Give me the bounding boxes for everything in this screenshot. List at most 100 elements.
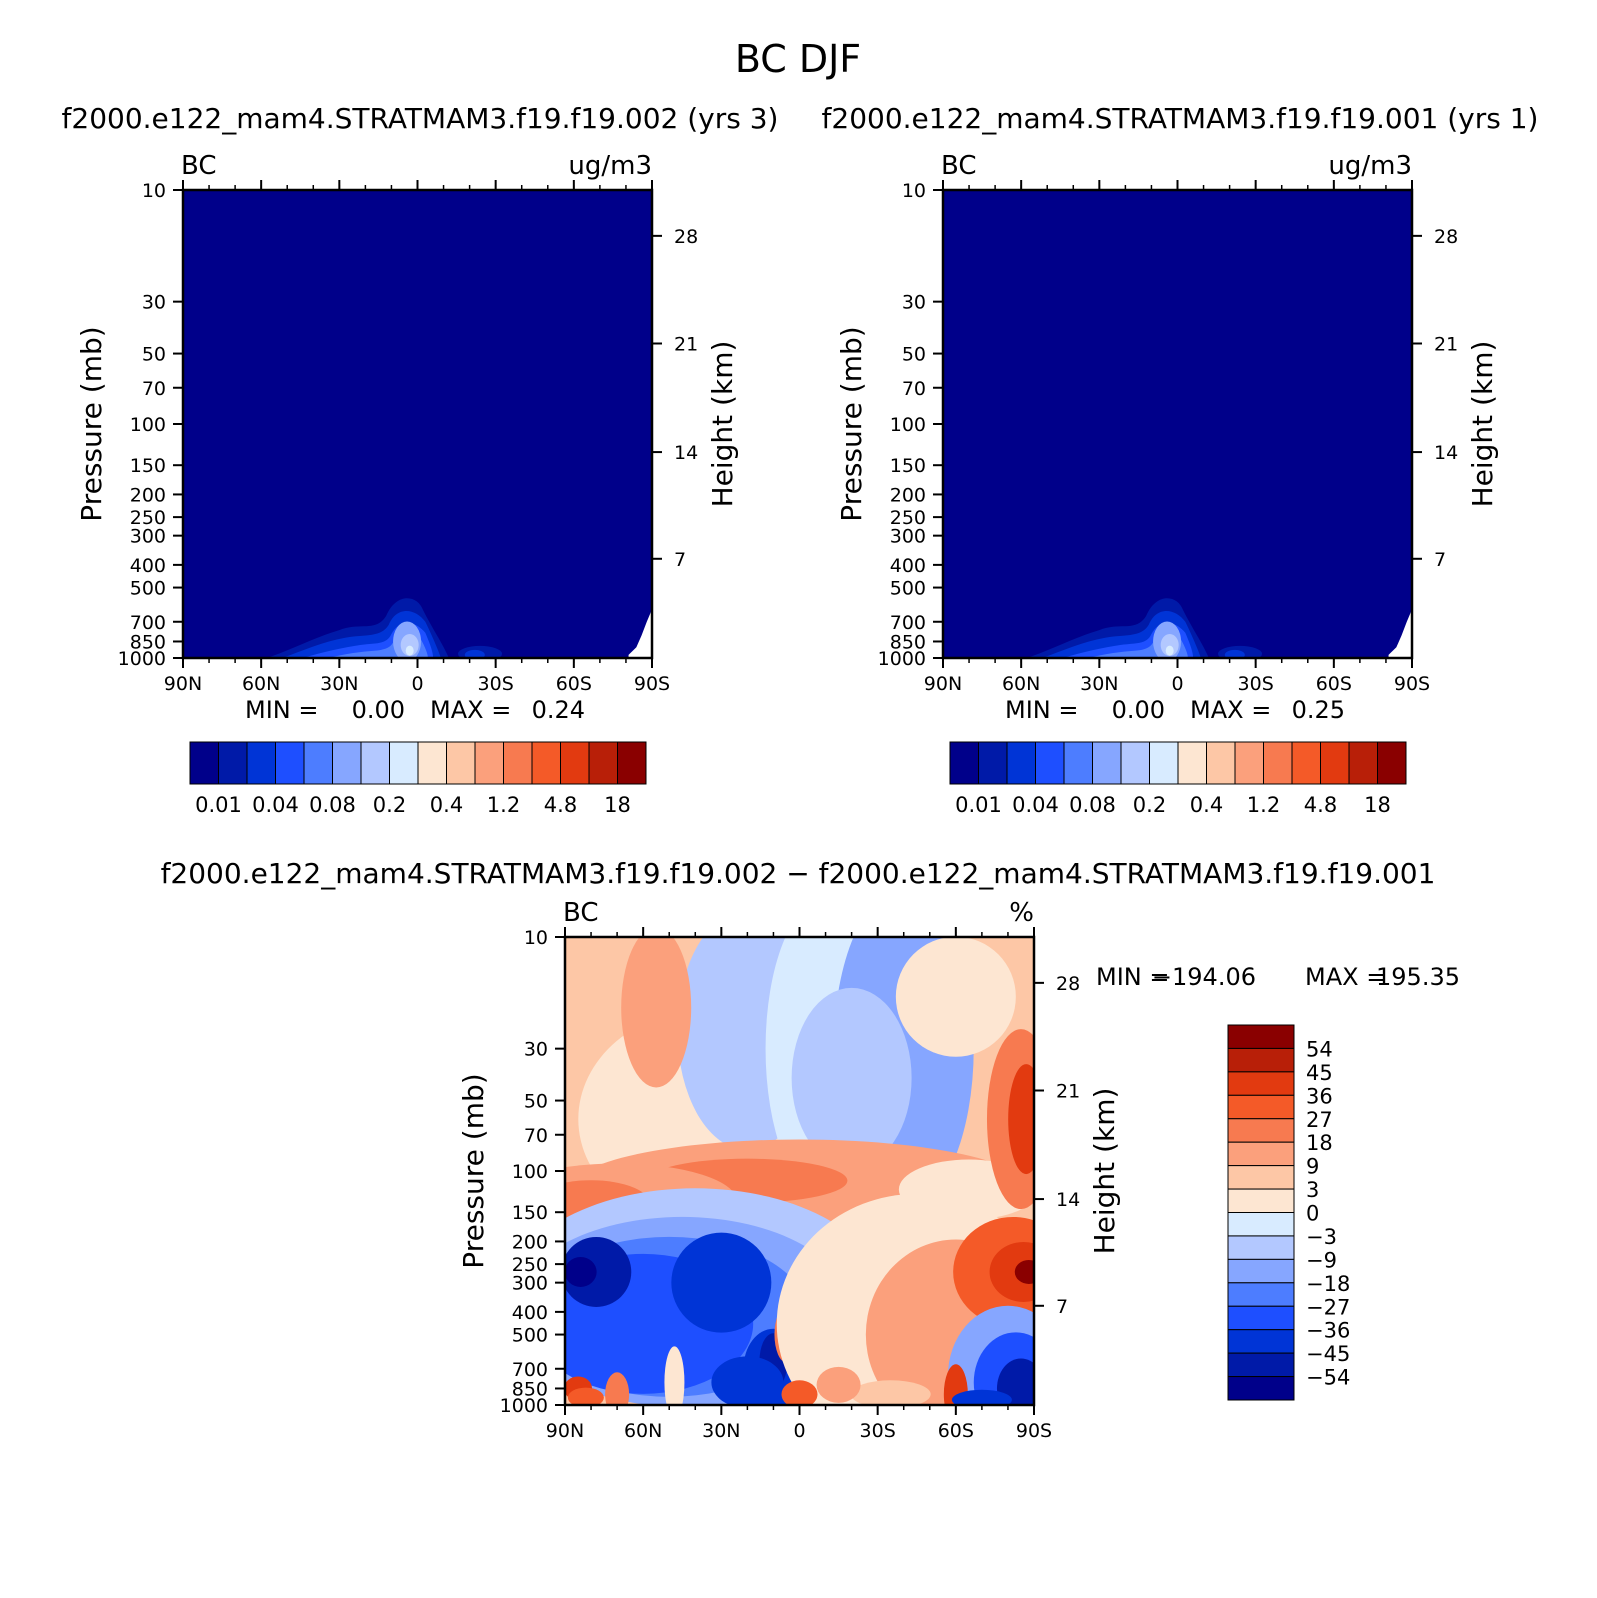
y-tick-label: 30 <box>142 292 166 314</box>
colorbar-label: 27 <box>1306 1108 1333 1132</box>
y-axis-label: Pressure (mb) <box>457 1073 490 1268</box>
y-tick-label: 850 <box>130 631 166 653</box>
colorbar-label: −36 <box>1306 1319 1350 1343</box>
panel-3: f2000.e122_mam4.STRATMAM3.f19.f19.002 − … <box>161 857 1460 1442</box>
colorbar-box <box>1063 741 1093 785</box>
colorbar-box <box>531 741 561 785</box>
y-tick-label: 500 <box>890 578 926 600</box>
colorbar-label: 3 <box>1306 1178 1319 1202</box>
colorbar-box <box>275 741 305 785</box>
colorbar-box <box>1348 741 1378 785</box>
y-tick-label: 700 <box>130 612 166 634</box>
y2-tick-label: 28 <box>1434 226 1458 248</box>
colorbar-box <box>1227 1235 1295 1260</box>
contour-region <box>996 1358 1034 1405</box>
x-tick-label: 60S <box>938 1420 974 1442</box>
y2-tick-label: 21 <box>1056 1081 1080 1103</box>
y2-axis-label: Height (km) <box>706 341 739 508</box>
max-value: 195.35 <box>1376 963 1460 991</box>
colorbar-label: 0.04 <box>1012 793 1059 817</box>
colorbar-box <box>588 741 618 785</box>
x-tick-label: 30N <box>702 1420 740 1442</box>
x-tick-label: 90N <box>546 1420 584 1442</box>
colorbar-box <box>949 741 979 785</box>
y2-tick-label: 14 <box>674 442 698 464</box>
colorbar-box <box>617 741 647 785</box>
colorbar-label: 0.01 <box>955 793 1002 817</box>
level-6 <box>400 634 419 657</box>
colorbar-label: 4.8 <box>544 793 577 817</box>
contour-region <box>989 1241 1034 1302</box>
colorbar-box <box>1227 1282 1295 1307</box>
colorbar-label: 54 <box>1306 1037 1333 1061</box>
y-tick-label: 200 <box>890 484 926 506</box>
x-tick-label: 30S <box>1238 673 1274 695</box>
y-tick-label: 250 <box>130 507 166 529</box>
colorbar-box <box>189 741 219 785</box>
colorbar-box <box>332 741 362 785</box>
contour-field <box>565 937 1034 1405</box>
contour-field <box>183 190 652 658</box>
colorbar-box <box>1377 741 1407 785</box>
colorbar-label: 0.08 <box>309 793 356 817</box>
y-tick-label: 50 <box>524 1091 548 1113</box>
contour-field <box>943 190 1412 658</box>
y2-tick-label: 14 <box>1434 442 1458 464</box>
colorbar-label: 0.4 <box>430 793 463 817</box>
contour-region <box>691 1049 752 1130</box>
contour-region <box>664 1346 685 1405</box>
y-tick-label: 1000 <box>500 1395 548 1417</box>
x-tick-label: 30N <box>1080 673 1118 695</box>
colorbar-label: 1.2 <box>1247 793 1280 817</box>
x-tick-label: 30S <box>478 673 514 695</box>
colorbar-label: 36 <box>1306 1084 1333 1108</box>
y-tick-label: 250 <box>890 507 926 529</box>
field-background <box>943 190 1412 658</box>
colorbar-label: 0.01 <box>195 793 242 817</box>
max-value: 0.25 <box>1292 696 1345 724</box>
y-tick-label: 1000 <box>878 648 926 670</box>
colorbar-box <box>1227 1094 1295 1120</box>
y-tick-label: 30 <box>524 1039 548 1061</box>
colorbar-box <box>474 741 504 785</box>
contour-region <box>1008 1064 1034 1175</box>
level-2b <box>1224 649 1245 658</box>
colorbar-label: −27 <box>1306 1295 1350 1319</box>
left-corner-label: BC <box>563 898 599 928</box>
y-tick-label: 10 <box>524 927 548 949</box>
colorbar-box <box>1227 1024 1295 1049</box>
contour-region <box>816 1366 861 1403</box>
y-tick-label: 10 <box>142 180 166 202</box>
left-corner-label: BC <box>941 151 977 181</box>
x-tick-label: 90S <box>1394 673 1430 695</box>
colorbar-box <box>1227 1352 1295 1378</box>
colorbar-label: 4.8 <box>1304 793 1337 817</box>
x-tick-label: 0 <box>1171 673 1183 695</box>
x-tick-label: 60S <box>556 673 592 695</box>
x-tick-label: 60N <box>242 673 280 695</box>
colorbar-label: 45 <box>1306 1061 1333 1085</box>
y-tick-label: 400 <box>512 1302 548 1324</box>
y-tick-label: 150 <box>890 455 926 477</box>
colorbar-box <box>303 741 333 785</box>
panel-2: f2000.e122_mam4.STRATMAM3.f19.f19.001 (y… <box>822 102 1539 817</box>
contour-region <box>781 1380 818 1405</box>
colorbar-label: 18 <box>1306 1131 1333 1155</box>
colorbar-box <box>1227 1118 1295 1143</box>
colorbar-box <box>1227 1165 1295 1190</box>
y-tick-label: 150 <box>130 455 166 477</box>
colorbar-label: −18 <box>1306 1272 1350 1296</box>
right-corner-label: ug/m3 <box>1328 151 1412 181</box>
y-tick-label: 70 <box>524 1125 548 1147</box>
colorbar-box <box>1006 741 1036 785</box>
y-tick-label: 850 <box>512 1378 548 1400</box>
colorbar-box <box>1227 1329 1295 1354</box>
colorbar-box <box>1320 741 1350 785</box>
y-tick-label: 10 <box>902 180 926 202</box>
left-corner-label: BC <box>181 151 217 181</box>
y-tick-label: 850 <box>890 631 926 653</box>
contour-region <box>565 1236 632 1307</box>
y-axis-label: Pressure (mb) <box>75 326 108 521</box>
min-value: −194.06 <box>1152 963 1256 991</box>
